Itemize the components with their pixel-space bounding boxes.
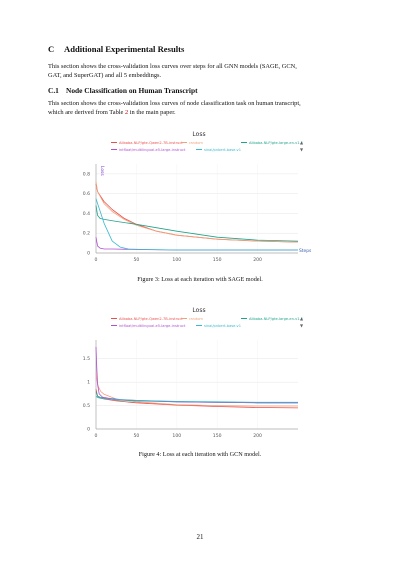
series-line-3 — [95, 346, 298, 404]
subsection-heading: C.1 Node Classification on Human Transcri… — [48, 86, 198, 95]
x-tick-label: 0 — [95, 257, 98, 263]
section-title: Additional Experimental Results — [64, 44, 185, 54]
x-tick-label: 150 — [213, 433, 222, 439]
legend-arrow-up-icon: ▲ — [300, 140, 304, 145]
y-tick-label: 1.5 — [83, 356, 90, 362]
page-number: 21 — [196, 533, 204, 541]
series-line-1 — [95, 372, 298, 407]
series-line-0 — [95, 389, 299, 409]
table-reference-link[interactable]: 2 — [124, 109, 129, 116]
legend-label-0: Alibaba-NLP/gte-Qwen2-7B-instruct — [119, 141, 183, 145]
subsection-line-2-suffix: in the main paper. — [128, 109, 176, 116]
y-tick-label: 0 — [87, 251, 90, 257]
legend-label-3: intfloat/multilingual-e5-large-instruct — [119, 148, 186, 152]
subsection-number: C.1 — [48, 86, 59, 95]
x-tick-label: 200 — [253, 257, 262, 263]
subsection-line-2-prefix: which are derived from Table — [48, 109, 125, 116]
legend-arrow-down-icon: ▼ — [300, 323, 304, 328]
subsection-line-1: This section shows the cross-validation … — [48, 100, 301, 107]
gcn-loss-chart: Loss Alibaba-NLP/gte-Qwen2-7B-instruct ran… — [83, 307, 304, 439]
y-axis-label: Loss — [99, 166, 105, 176]
y-tick-label: 1 — [87, 380, 90, 386]
subsection-line-2: which are derived from Table 2 in the ma… — [48, 108, 356, 117]
x-tick-label: 150 — [213, 257, 222, 263]
y-tick-label: 0.4 — [83, 211, 90, 217]
legend-label-1: random — [189, 141, 203, 145]
legend-label-1: random — [189, 317, 203, 321]
legend-label-4: sinai/pnbert-base-v1 — [204, 324, 241, 328]
y-tick-label: 0.6 — [83, 191, 90, 197]
series-line-1 — [95, 181, 299, 243]
legend-label-3: intfloat/multilingual-e5-large-instruct — [119, 324, 186, 328]
y-tick-label: 0.2 — [83, 231, 90, 237]
intro-line-2: GAT, and SuperGAT) and all 5 embeddings. — [48, 72, 162, 79]
y-tick-label: 0.5 — [83, 403, 90, 409]
legend-arrow-up-icon: ▲ — [300, 316, 304, 321]
sage-loss-chart: Loss Alibaba-NLP/gte-Qwen2-7B-instruct ran… — [83, 131, 312, 263]
section-heading: C Additional Experimental Results — [48, 44, 184, 54]
section-intro-paragraph: This section shows the cross-validation … — [48, 62, 356, 80]
legend-label-4: sinai/pnbert-base-v1 — [204, 148, 241, 152]
x-tick-label: 50 — [133, 433, 139, 439]
x-tick-label: 0 — [95, 433, 98, 439]
subsection-paragraph: This section shows the cross-validation … — [48, 99, 356, 117]
intro-line-1: This section shows the cross-validation … — [48, 63, 297, 70]
series-line-4 — [95, 198, 298, 251]
legend-arrow-down-icon: ▼ — [300, 147, 304, 152]
y-tick-label: 0.8 — [83, 171, 90, 177]
x-tick-label: 200 — [253, 433, 262, 439]
chart-title: Loss — [192, 131, 205, 138]
figure-3-caption: Figure 3: Loss at each iteration with SA… — [137, 276, 263, 283]
x-axis-label: Steps — [299, 248, 312, 254]
x-tick-label: 100 — [172, 433, 181, 439]
series-line-3 — [95, 237, 298, 251]
series-line-4 — [95, 395, 298, 403]
x-tick-label: 50 — [133, 257, 139, 263]
x-tick-label: 100 — [172, 257, 181, 263]
y-tick-label: 0 — [87, 427, 90, 433]
legend-label-0: Alibaba-NLP/gte-Qwen2-7B-instruct — [119, 317, 183, 321]
series-line-2 — [95, 391, 298, 404]
figure-4-caption: Figure 4: Loss at each iteration with GC… — [138, 451, 262, 458]
chart-title: Loss — [192, 307, 205, 314]
subsection-title: Node Classification on Human Transcript — [66, 86, 198, 95]
legend-label-2: Alibaba-NLP/gte-large-en-v1.5 — [249, 141, 303, 145]
legend-label-2: Alibaba-NLP/gte-large-en-v1.5 — [249, 317, 303, 321]
series-line-2 — [95, 205, 299, 242]
section-number: C — [48, 44, 55, 54]
